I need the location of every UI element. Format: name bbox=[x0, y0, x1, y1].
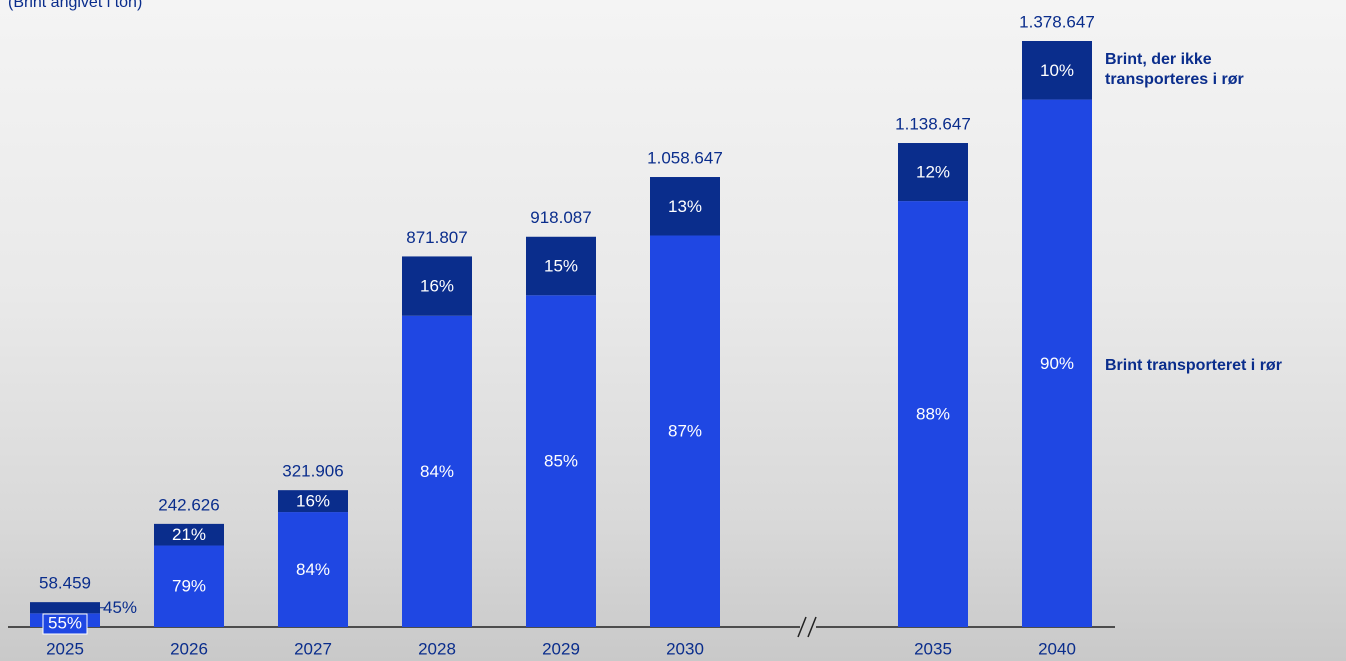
total-label: 871.807 bbox=[406, 228, 467, 247]
segment-label: 16% bbox=[420, 277, 454, 296]
x-tick-label: 2026 bbox=[170, 639, 208, 658]
legend-entry: Brint transporteret i rør bbox=[1105, 357, 1282, 374]
segment-label: 79% bbox=[172, 577, 206, 596]
bar-segment bbox=[650, 235, 720, 628]
segment-label: 87% bbox=[668, 422, 702, 441]
axis-break bbox=[807, 616, 817, 638]
total-label: 918.087 bbox=[530, 208, 591, 227]
segment-label: 88% bbox=[916, 405, 950, 424]
total-label: 1.138.647 bbox=[895, 114, 971, 133]
x-tick-label: 2040 bbox=[1038, 639, 1076, 658]
bar-segment bbox=[402, 315, 472, 627]
bar-segment bbox=[154, 523, 224, 546]
bar-segment bbox=[154, 545, 224, 627]
bar-segment bbox=[1022, 41, 1092, 100]
segment-label: 84% bbox=[296, 560, 330, 579]
segment-label: 90% bbox=[1040, 354, 1074, 373]
subtitle: (Brint angivet i ton) bbox=[8, 0, 143, 11]
segment-label: 84% bbox=[420, 462, 454, 481]
total-label: 321.906 bbox=[282, 462, 343, 481]
bar-segment bbox=[278, 512, 348, 627]
x-tick-label: 2028 bbox=[418, 639, 456, 658]
bar-segment bbox=[898, 201, 968, 627]
x-tick-label: 2029 bbox=[542, 639, 580, 658]
segment-label: 10% bbox=[1040, 61, 1074, 80]
bar-segment bbox=[1022, 99, 1092, 628]
x-tick-label: 2025 bbox=[46, 639, 84, 658]
bar-segment bbox=[278, 490, 348, 513]
total-label: 242.626 bbox=[158, 495, 219, 514]
bar-segment bbox=[650, 177, 720, 236]
x-tick-label: 2030 bbox=[666, 639, 704, 658]
legend-entry: Brint, der ikke transporteres i rør bbox=[1105, 51, 1244, 88]
segment-label: 21% bbox=[172, 525, 206, 544]
total-label: 58.459 bbox=[39, 574, 91, 593]
segment-label: 85% bbox=[544, 452, 578, 471]
x-tick-label: 2035 bbox=[914, 639, 952, 658]
segment-label: 12% bbox=[916, 163, 950, 182]
segment-label: 45% bbox=[103, 598, 137, 617]
bar-segment bbox=[30, 602, 100, 614]
segment-label: 13% bbox=[668, 197, 702, 216]
segment-label: 16% bbox=[296, 492, 330, 511]
bar-segment bbox=[402, 256, 472, 316]
total-label: 1.058.647 bbox=[647, 149, 723, 168]
segment-label: 15% bbox=[544, 257, 578, 276]
total-label: 1.378.647 bbox=[1019, 12, 1095, 31]
bar-segment bbox=[526, 236, 596, 296]
axis-break bbox=[797, 616, 807, 638]
bar-segment bbox=[898, 143, 968, 202]
bar-segment bbox=[526, 295, 596, 627]
segment-label: 55% bbox=[48, 613, 82, 632]
label-box bbox=[42, 613, 88, 635]
x-tick-label: 2027 bbox=[294, 639, 332, 658]
